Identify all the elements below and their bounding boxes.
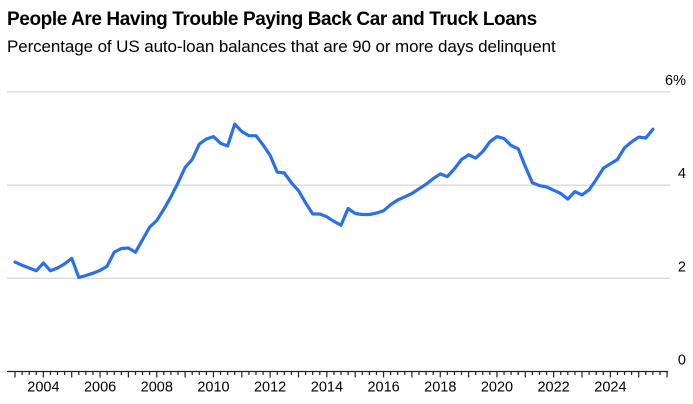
x-axis-label: 2014 xyxy=(311,380,343,396)
x-axis-label: 2006 xyxy=(84,380,116,396)
x-axis-label: 2016 xyxy=(367,380,399,396)
y-axis-label: 0 xyxy=(678,353,686,369)
y-axis-label: 2 xyxy=(678,259,686,275)
y-axis-label: 4 xyxy=(678,166,686,182)
delinquency-rate-line xyxy=(13,122,655,279)
x-axis-label: 2004 xyxy=(27,380,59,396)
x-axis-label: 2024 xyxy=(594,380,626,396)
x-axis-label: 2020 xyxy=(481,380,513,396)
chart-subtitle: Percentage of US auto-loan balances that… xyxy=(7,37,556,56)
x-axis-label: 2012 xyxy=(254,380,286,396)
x-axis-label: 2008 xyxy=(141,380,173,396)
y-axis-label: 6% xyxy=(665,73,686,89)
x-axis-label: 2022 xyxy=(537,380,569,396)
x-axis-label: 2018 xyxy=(424,380,456,396)
chart-title: People Are Having Trouble Paying Back Ca… xyxy=(7,9,537,30)
x-axis-label: 2010 xyxy=(197,380,229,396)
